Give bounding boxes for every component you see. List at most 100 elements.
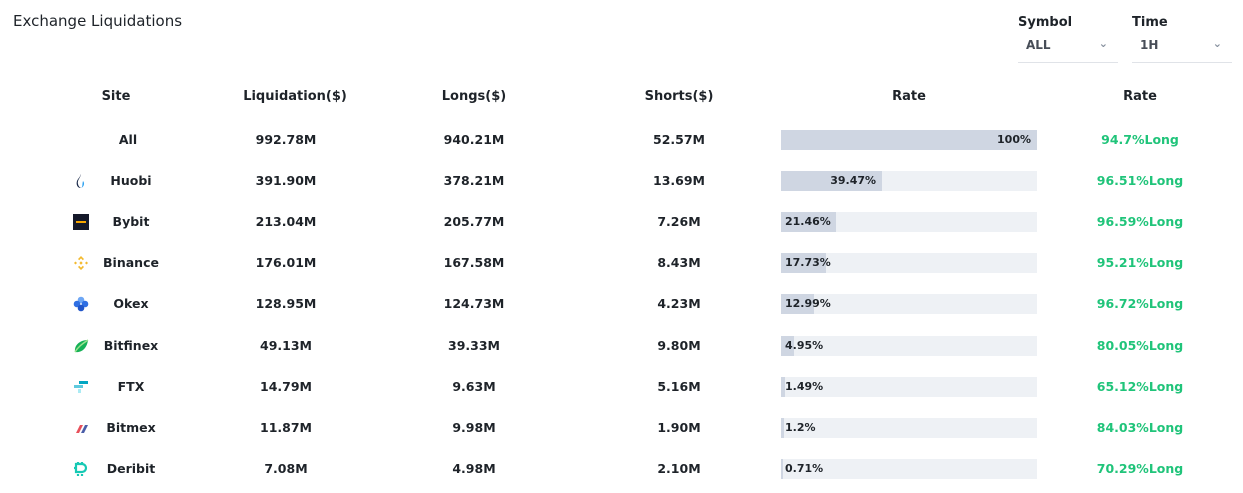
time-value: 1H bbox=[1140, 38, 1159, 52]
symbol-select[interactable]: ALL ⌄ bbox=[1018, 37, 1118, 63]
shorts-value: 4.23M bbox=[657, 296, 701, 312]
share-bar: 100% bbox=[781, 130, 1037, 150]
shorts-value: 13.69M bbox=[653, 173, 705, 189]
liquidation-value: 176.01M bbox=[255, 255, 317, 271]
longs-value: 940.21M bbox=[443, 132, 505, 147]
share-label: 4.95% bbox=[785, 338, 824, 352]
liquidation-value: 7.08M bbox=[264, 460, 308, 476]
share-label: 21.46% bbox=[785, 215, 831, 229]
long-rate: 70.29%Long bbox=[1096, 460, 1184, 476]
table-row: Binance 176.01M 167.58M 8.43M 17.73% 95.21%Lo… bbox=[0, 253, 1243, 274]
shorts-value: 8.43M bbox=[657, 255, 701, 271]
share-bar-fill bbox=[781, 376, 785, 397]
share-bar-fill bbox=[781, 171, 883, 192]
shorts-value: 52.57M bbox=[653, 132, 705, 147]
long-rate: 96.51%Long bbox=[1096, 173, 1184, 189]
long-rate: 84.03%Long bbox=[1096, 419, 1184, 435]
symbol-value: ALL bbox=[1026, 38, 1051, 52]
site-name: All bbox=[118, 132, 138, 147]
column-header-rate-share: Rate bbox=[892, 89, 926, 104]
share-label: 12.99% bbox=[785, 297, 831, 311]
table-row: All 992.78M 940.21M 52.57M 100% 94.7%Long bbox=[0, 130, 1243, 150]
long-rate: 94.7%Long bbox=[1101, 132, 1179, 147]
share-label: 1.2% bbox=[785, 420, 816, 434]
share-label: 39.47% bbox=[830, 174, 877, 188]
site-name: Huobi bbox=[110, 173, 152, 189]
column-header-longs: Longs($) bbox=[441, 89, 507, 104]
share-bar-fill bbox=[781, 253, 827, 274]
site-name: Bitmex bbox=[106, 419, 156, 435]
share-bar-fill bbox=[781, 335, 794, 356]
liquidation-value: 11.87M bbox=[260, 419, 312, 435]
liquidation-value: 391.90M bbox=[255, 173, 317, 189]
ftx-logo-icon bbox=[73, 379, 89, 395]
share-bar-fill bbox=[781, 212, 836, 233]
share-label: 0.71% bbox=[785, 461, 824, 475]
bitfinex-leaf-icon bbox=[73, 338, 89, 354]
share-label: 17.73% bbox=[785, 256, 831, 270]
longs-value: 378.21M bbox=[443, 173, 505, 189]
table-row: Huobi 391.90M 378.21M 13.69M 39.47% 96.51%Lon… bbox=[0, 171, 1243, 192]
shorts-value: 7.26M bbox=[657, 214, 701, 230]
shorts-value: 1.90M bbox=[657, 419, 701, 435]
huobi-flame-icon bbox=[73, 173, 89, 189]
time-select[interactable]: 1H ⌄ bbox=[1132, 37, 1232, 63]
longs-value: 9.98M bbox=[452, 419, 496, 435]
share-bar: 4.95% bbox=[781, 335, 1037, 356]
symbol-label: Symbol bbox=[1018, 15, 1073, 30]
share-bar-fill bbox=[781, 130, 1037, 150]
shorts-value: 9.80M bbox=[657, 337, 701, 353]
site-name: Deribit bbox=[106, 460, 156, 476]
long-rate: 96.72%Long bbox=[1096, 296, 1184, 312]
site-name: FTX bbox=[117, 378, 145, 394]
binance-diamond-icon bbox=[73, 255, 89, 271]
liquidation-value: 992.78M bbox=[255, 132, 317, 147]
share-bar: 39.47% bbox=[781, 171, 1037, 192]
liquidation-value: 14.79M bbox=[260, 378, 312, 394]
longs-value: 39.33M bbox=[448, 337, 500, 353]
share-bar: 0.71% bbox=[781, 458, 1037, 479]
symbol-filter: Symbol ALL ⌄ bbox=[1018, 15, 1118, 63]
time-filter: Time 1H ⌄ bbox=[1132, 15, 1232, 63]
longs-value: 124.73M bbox=[443, 296, 505, 312]
column-header-rate-long: Rate bbox=[1123, 89, 1157, 104]
site-name: Bitfinex bbox=[103, 337, 159, 353]
chevron-down-icon: ⌄ bbox=[1098, 37, 1108, 50]
share-bar: 17.73% bbox=[781, 253, 1037, 274]
longs-value: 205.77M bbox=[443, 214, 505, 230]
column-header-site: Site bbox=[101, 89, 131, 104]
site-name: Binance bbox=[103, 255, 159, 271]
share-bar-fill bbox=[781, 458, 783, 479]
long-rate: 95.21%Long bbox=[1096, 255, 1184, 271]
page-title: Exchange Liquidations bbox=[13, 12, 183, 30]
liquidation-value: 49.13M bbox=[260, 337, 312, 353]
shorts-value: 2.10M bbox=[657, 460, 701, 476]
table-row: FTX 14.79M 9.63M 5.16M 1.49% 65.12%Long bbox=[0, 376, 1243, 397]
bybit-logo-icon bbox=[73, 214, 89, 231]
table-row: Bitmex 11.87M 9.98M 1.90M 1.2% 84.03%Long bbox=[0, 417, 1243, 438]
site-name: Bybit bbox=[112, 214, 150, 230]
longs-value: 9.63M bbox=[452, 378, 496, 394]
share-bar: 12.99% bbox=[781, 294, 1037, 315]
table-row: Bybit 213.04M 205.77M 7.26M 21.46% 96.59%Long bbox=[0, 212, 1243, 233]
long-rate: 65.12%Long bbox=[1096, 378, 1184, 394]
liquidation-value: 213.04M bbox=[255, 214, 317, 230]
table-row: Okex 128.95M 124.73M 4.23M 12.99% 96.72%Long bbox=[0, 294, 1243, 315]
site-name: Okex bbox=[113, 296, 149, 312]
longs-value: 4.98M bbox=[452, 460, 496, 476]
column-header-shorts: Shorts($) bbox=[644, 89, 714, 104]
longs-value: 167.58M bbox=[443, 255, 505, 271]
table-row: Bitfinex 49.13M 39.33M 9.80M 4.95% 80.05%Long bbox=[0, 335, 1243, 356]
okex-logo-icon bbox=[73, 296, 89, 312]
table-row: Deribit 7.08M 4.98M 2.10M 0.71% 70.29%Long bbox=[0, 458, 1243, 479]
column-header-liquidation: Liquidation($) bbox=[243, 89, 347, 104]
shorts-value: 5.16M bbox=[657, 378, 701, 394]
share-bar: 1.2% bbox=[781, 417, 1037, 438]
share-bar: 21.46% bbox=[781, 212, 1037, 233]
share-bar-fill bbox=[781, 294, 815, 315]
long-rate: 80.05%Long bbox=[1096, 337, 1184, 353]
deribit-logo-icon bbox=[73, 461, 89, 477]
bitmex-logo-icon bbox=[73, 420, 89, 436]
share-bar: 1.49% bbox=[781, 376, 1037, 397]
share-label: 100% bbox=[997, 133, 1031, 146]
